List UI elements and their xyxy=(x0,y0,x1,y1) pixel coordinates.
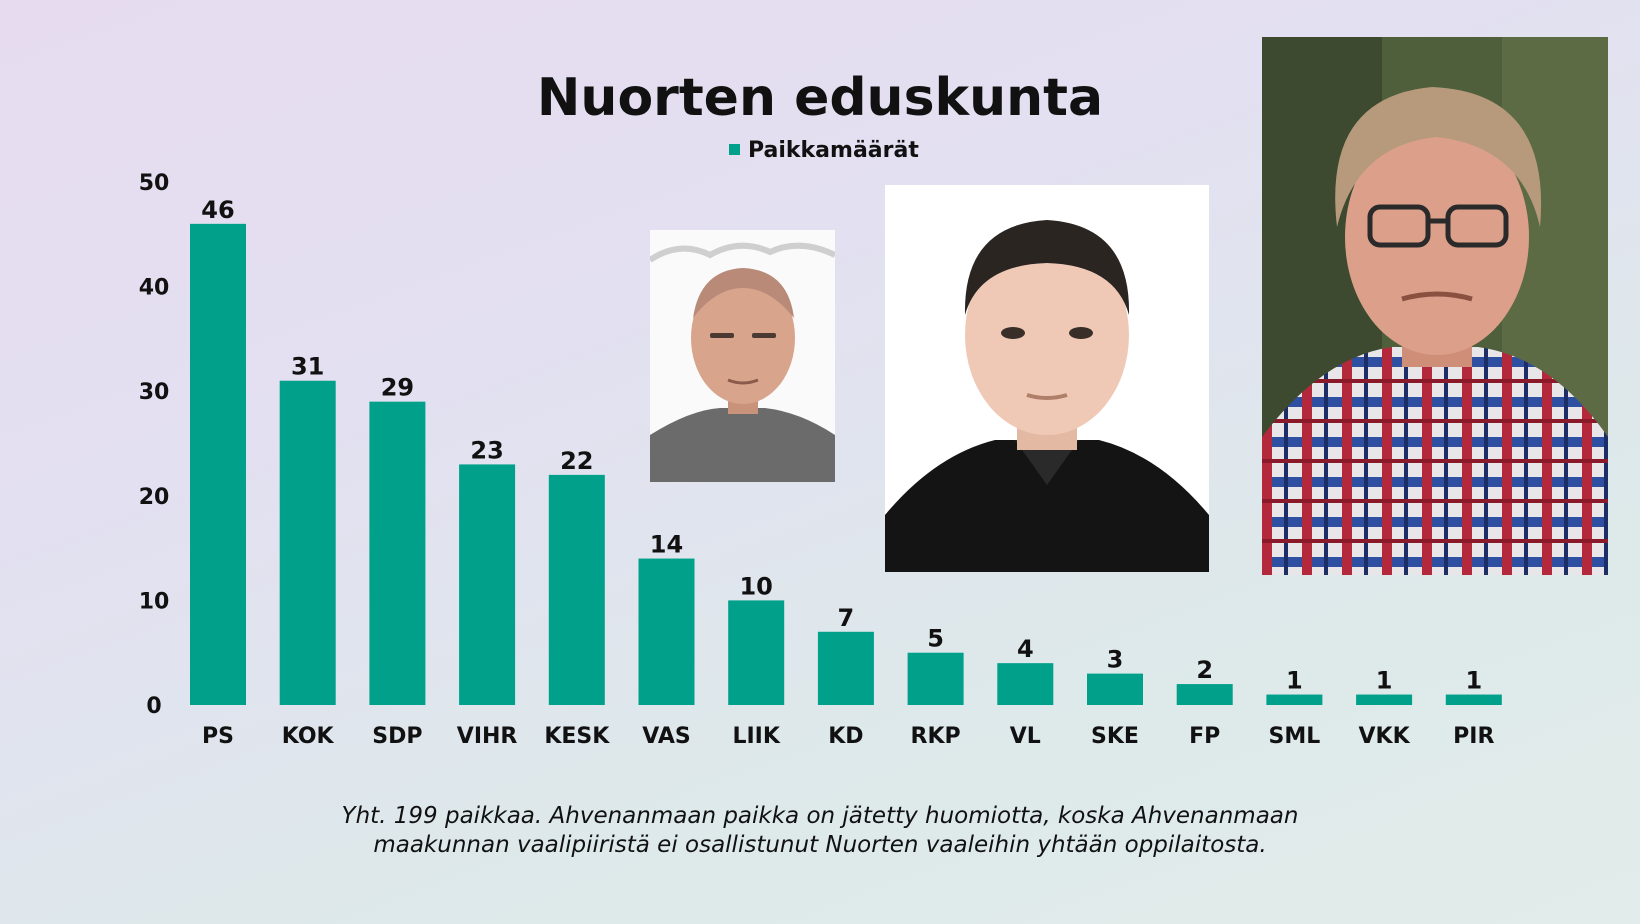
y-tick-label: 30 xyxy=(139,380,170,405)
bar-vkk xyxy=(1356,694,1413,705)
category-label-fp: FP xyxy=(1189,724,1220,749)
category-label-kok: KOK xyxy=(282,724,335,749)
bar-ske xyxy=(1087,673,1143,705)
y-tick-label: 10 xyxy=(139,589,170,614)
bar-sdp xyxy=(369,401,426,705)
legend-label: Paikkamäärät xyxy=(748,138,919,163)
bar-sml xyxy=(1266,694,1323,705)
value-label-ps: 46 xyxy=(201,196,234,224)
y-tick-label: 20 xyxy=(139,485,170,510)
bar-rkp xyxy=(907,652,964,705)
value-label-rkp: 5 xyxy=(927,625,944,653)
bars-group xyxy=(190,223,1502,705)
footnote-line-2: maakunnan vaalipiiristä ei osallistunut … xyxy=(373,832,1267,858)
bar-kesk xyxy=(548,474,605,705)
bar-fp xyxy=(1176,684,1233,705)
category-label-kd: KD xyxy=(828,724,863,749)
value-label-vkk: 1 xyxy=(1376,667,1393,695)
bar-vl xyxy=(997,663,1054,705)
legend-swatch xyxy=(729,144,740,155)
value-label-vas: 14 xyxy=(650,531,683,559)
category-label-vihr: VIHR xyxy=(457,724,518,749)
man-portrait-icon xyxy=(650,230,835,482)
value-label-ske: 3 xyxy=(1107,646,1124,674)
x-axis: PS KOK SDP VIHR KESK VAS LIIK KD RKP VL SKE FP SML VK… xyxy=(202,724,1494,749)
bar-kd xyxy=(817,631,874,705)
y-tick-label: 50 xyxy=(139,171,170,196)
value-label-vl: 4 xyxy=(1017,635,1034,663)
value-label-kesk: 22 xyxy=(560,447,593,475)
value-label-liik: 10 xyxy=(739,572,772,600)
footnote: Yht. 199 paikkaa. Ahvenanmaan paikka on … xyxy=(200,802,1440,860)
category-label-sdp: SDP xyxy=(372,724,422,749)
man-portrait-icon xyxy=(1262,37,1608,575)
bar-vihr xyxy=(459,464,516,705)
category-label-liik: LIIK xyxy=(732,724,780,749)
bar-kok xyxy=(279,380,336,705)
bar-liik xyxy=(728,600,785,705)
bar-ps xyxy=(190,223,246,705)
value-label-pir: 1 xyxy=(1465,667,1482,695)
footnote-line-1: Yht. 199 paikkaa. Ahvenanmaan paikka on … xyxy=(341,803,1299,829)
value-label-vihr: 23 xyxy=(470,436,503,464)
category-label-rkp: RKP xyxy=(911,724,961,749)
value-label-kok: 31 xyxy=(291,353,324,381)
value-label-sdp: 29 xyxy=(381,374,414,402)
category-label-vl: VL xyxy=(1010,724,1041,749)
category-label-ske: SKE xyxy=(1091,724,1139,749)
value-label-sml: 1 xyxy=(1286,667,1303,695)
value-label-fp: 2 xyxy=(1196,656,1213,684)
portrait-photo-2 xyxy=(885,185,1209,572)
bar-vas xyxy=(638,558,695,705)
y-axis: 0 10 20 30 40 50 xyxy=(139,171,170,719)
y-tick-label: 0 xyxy=(146,694,161,719)
portrait-photo-3 xyxy=(1262,37,1608,575)
value-label-kd: 7 xyxy=(838,604,855,632)
category-label-vkk: VKK xyxy=(1359,724,1411,749)
man-portrait-icon xyxy=(885,185,1209,572)
bar-pir xyxy=(1445,694,1502,705)
portrait-photo-1 xyxy=(650,230,835,482)
category-label-kesk: KESK xyxy=(544,724,610,749)
category-label-ps: PS xyxy=(202,724,234,749)
category-label-pir: PIR xyxy=(1453,724,1494,749)
chart-title: Nuorten eduskunta xyxy=(537,68,1103,128)
category-label-vas: VAS xyxy=(642,724,690,749)
value-labels: 46 31 29 23 22 14 10 7 5 4 3 2 1 1 1 xyxy=(201,196,1482,695)
category-label-sml: SML xyxy=(1269,724,1321,749)
y-tick-label: 40 xyxy=(139,276,170,301)
